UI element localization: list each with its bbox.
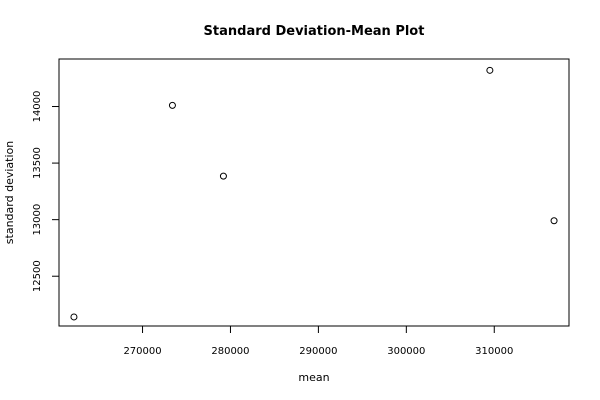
x-tick-label: 270000: [123, 346, 161, 357]
y-tick-label: 13000: [32, 204, 43, 236]
y-axis-label: standard deviation: [3, 141, 16, 244]
y-tick-label: 13500: [32, 147, 43, 179]
data-points: [70, 66, 558, 321]
chart-title: Standard Deviation-Mean Plot: [204, 24, 425, 39]
y-axis: 12500 13000 13500 14000: [32, 91, 60, 292]
y-tick-label: 12500: [32, 260, 43, 292]
data-point: [168, 101, 176, 109]
y-tick-label: 14000: [32, 91, 43, 123]
x-tick-label: 290000: [299, 346, 337, 357]
x-tick-label: 280000: [211, 346, 249, 357]
data-point: [486, 66, 494, 74]
x-tick-label: 300000: [387, 346, 425, 357]
data-point: [550, 217, 558, 225]
plot-frame: [58, 58, 570, 327]
data-point: [70, 313, 78, 321]
x-axis-label: mean: [298, 371, 329, 384]
data-point: [219, 172, 227, 180]
x-axis: 270000 280000 290000 300000 310000: [123, 325, 513, 357]
x-tick-label: 310000: [475, 346, 513, 357]
